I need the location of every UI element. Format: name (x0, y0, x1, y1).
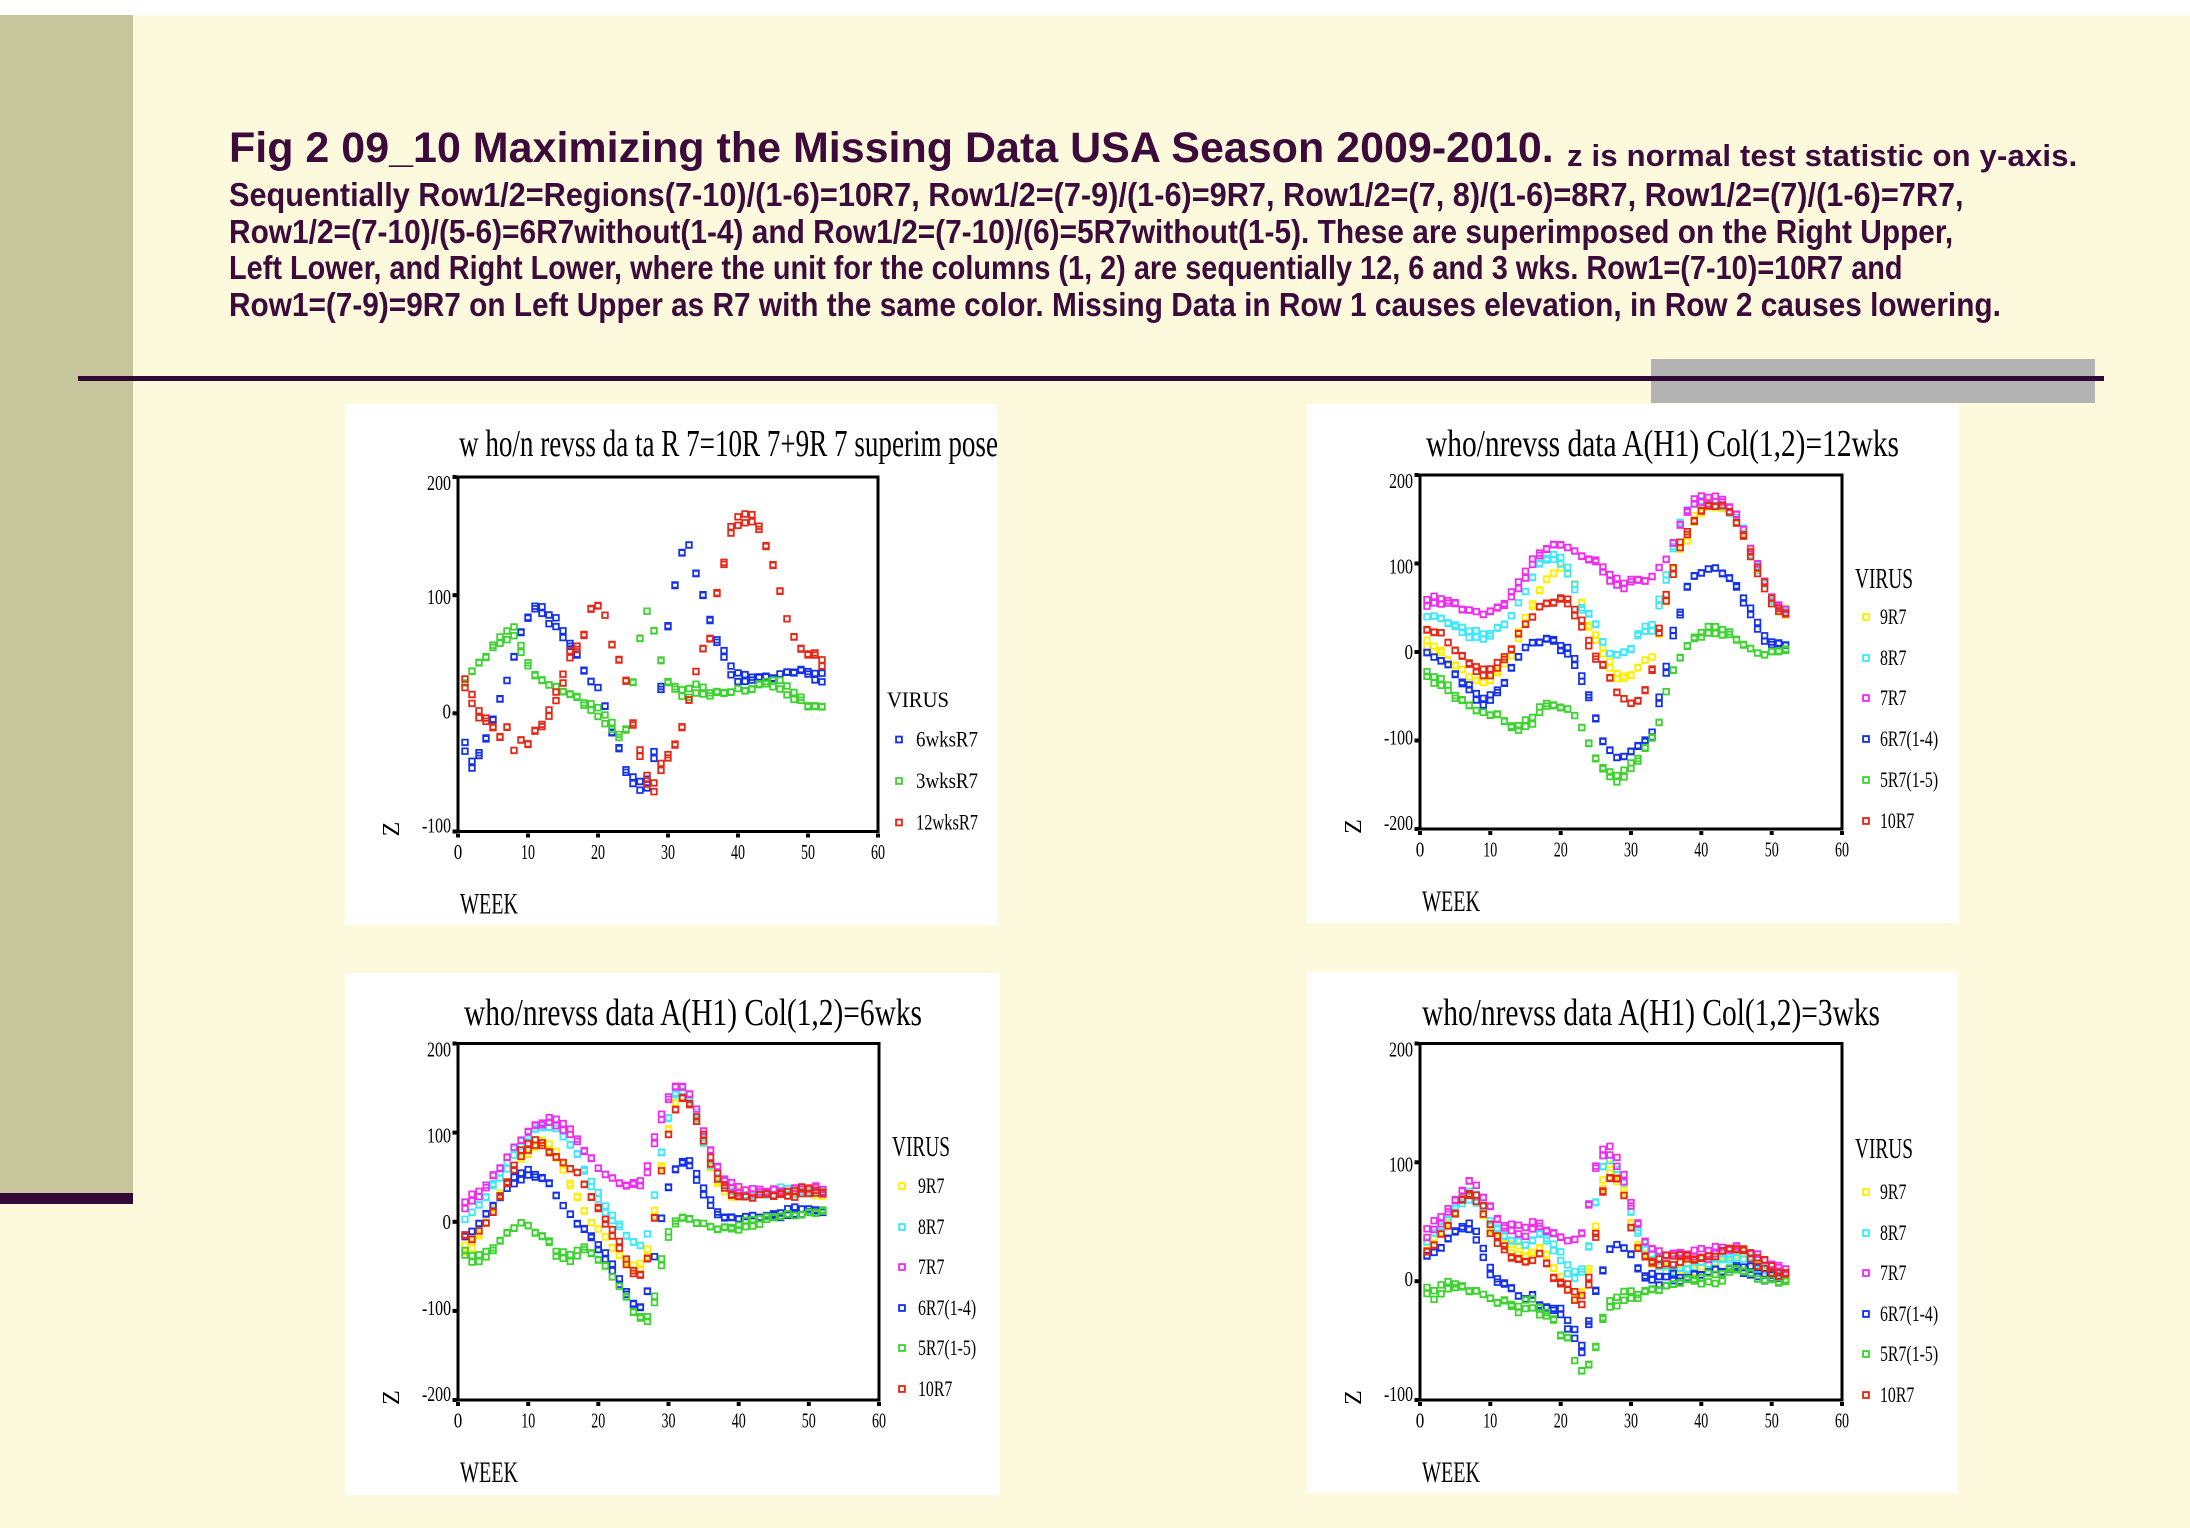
svg-text:50: 50 (802, 1409, 816, 1433)
svg-text:8R7: 8R7 (1880, 1220, 1906, 1245)
svg-text:40: 40 (1694, 838, 1708, 862)
svg-text:200: 200 (427, 471, 451, 495)
svg-text:-200: -200 (422, 1382, 451, 1406)
svg-text:50: 50 (1765, 1409, 1779, 1433)
svg-text:100: 100 (427, 585, 451, 609)
svg-text:w ho/n revss da ta R 7=10R 7+9: w ho/n revss da ta R 7=10R 7+9R 7 superi… (459, 423, 997, 465)
svg-text:6R7(1-4): 6R7(1-4) (918, 1295, 976, 1320)
svg-text:20: 20 (591, 1409, 605, 1433)
svg-text:10: 10 (1483, 1409, 1497, 1433)
svg-text:9R7: 9R7 (1880, 604, 1906, 629)
svg-text:10R7: 10R7 (1880, 808, 1914, 833)
svg-text:20: 20 (1554, 1409, 1568, 1433)
svg-text:200: 200 (427, 1038, 451, 1062)
svg-text:VIRUS: VIRUS (1855, 1133, 1913, 1165)
svg-text:100: 100 (427, 1124, 451, 1148)
svg-text:30: 30 (1624, 1409, 1638, 1433)
svg-text:7R7: 7R7 (1880, 685, 1906, 710)
svg-text:40: 40 (1694, 1409, 1708, 1433)
svg-text:60: 60 (1835, 1409, 1849, 1433)
svg-text:10: 10 (1483, 838, 1497, 862)
svg-text:WEEK: WEEK (460, 888, 518, 921)
svg-text:10R7: 10R7 (1880, 1382, 1914, 1407)
svg-text:60: 60 (1835, 838, 1849, 862)
svg-text:0: 0 (443, 1210, 452, 1234)
svg-text:40: 40 (732, 1409, 746, 1433)
svg-text:-100: -100 (1384, 1382, 1413, 1406)
svg-text:50: 50 (1765, 838, 1779, 862)
svg-text:7R7: 7R7 (918, 1254, 944, 1279)
svg-text:30: 30 (1624, 838, 1638, 862)
svg-text:10R7: 10R7 (918, 1376, 952, 1401)
svg-text:who/nrevss data A(H1) Col(1,2): who/nrevss data A(H1) Col(1,2)=12wks (1426, 423, 1899, 465)
svg-text:-100: -100 (1384, 726, 1413, 750)
svg-text:6R7(1-4): 6R7(1-4) (1880, 726, 1938, 751)
svg-text:3wksR7: 3wksR7 (916, 768, 978, 793)
svg-text:who/nrevss data A(H1) Col(1,2): who/nrevss data A(H1) Col(1,2)=3wks (1422, 992, 1880, 1034)
svg-text:who/nrevss data A(H1) Col(1,2): who/nrevss data A(H1) Col(1,2)=6wks (464, 992, 922, 1034)
svg-text:200: 200 (1389, 1038, 1413, 1062)
svg-text:100: 100 (1389, 1152, 1413, 1176)
svg-text:VIRUS: VIRUS (1855, 563, 1913, 595)
svg-text:9R7: 9R7 (1880, 1179, 1906, 1204)
svg-text:VIRUS: VIRUS (887, 687, 949, 712)
svg-text:5R7(1-5): 5R7(1-5) (1880, 1341, 1938, 1366)
svg-text:Z: Z (1341, 819, 1367, 834)
svg-text:0: 0 (1416, 838, 1425, 862)
svg-text:WEEK: WEEK (460, 1456, 518, 1489)
svg-text:0: 0 (443, 699, 452, 723)
svg-text:9R7: 9R7 (918, 1173, 944, 1198)
svg-text:6R7(1-4): 6R7(1-4) (1880, 1301, 1938, 1326)
svg-text:Z: Z (1341, 1390, 1367, 1405)
svg-text:6wksR7: 6wksR7 (916, 727, 978, 752)
svg-text:-100: -100 (422, 1296, 451, 1320)
svg-text:WEEK: WEEK (1422, 1456, 1480, 1489)
svg-text:200: 200 (1389, 469, 1413, 493)
svg-text:0: 0 (1416, 1409, 1425, 1433)
svg-text:WEEK: WEEK (1422, 885, 1480, 918)
svg-text:-200: -200 (1384, 811, 1413, 835)
svg-text:0: 0 (454, 1409, 463, 1433)
svg-text:0: 0 (1405, 640, 1414, 664)
svg-text:8R7: 8R7 (918, 1214, 944, 1239)
svg-text:20: 20 (1554, 838, 1568, 862)
svg-text:VIRUS: VIRUS (892, 1131, 950, 1163)
svg-text:5R7(1-5): 5R7(1-5) (918, 1335, 976, 1360)
svg-text:Z: Z (379, 1390, 405, 1405)
svg-text:0: 0 (454, 840, 463, 864)
svg-text:60: 60 (872, 1409, 886, 1433)
svg-text:7R7: 7R7 (1880, 1260, 1906, 1285)
svg-text:8R7: 8R7 (1880, 645, 1906, 670)
svg-text:30: 30 (662, 1409, 676, 1433)
svg-text:12wksR7: 12wksR7 (916, 810, 978, 835)
svg-text:40: 40 (731, 840, 745, 864)
svg-text:5R7(1-5): 5R7(1-5) (1880, 767, 1938, 792)
svg-text:0: 0 (1405, 1267, 1414, 1291)
svg-text:20: 20 (591, 840, 605, 864)
svg-text:-100: -100 (422, 814, 451, 838)
svg-text:10: 10 (521, 840, 535, 864)
svg-text:50: 50 (801, 840, 815, 864)
svg-text:100: 100 (1389, 555, 1413, 579)
svg-text:30: 30 (661, 840, 675, 864)
svg-text:10: 10 (521, 1409, 535, 1433)
svg-text:60: 60 (871, 840, 885, 864)
svg-text:Z: Z (379, 822, 405, 837)
